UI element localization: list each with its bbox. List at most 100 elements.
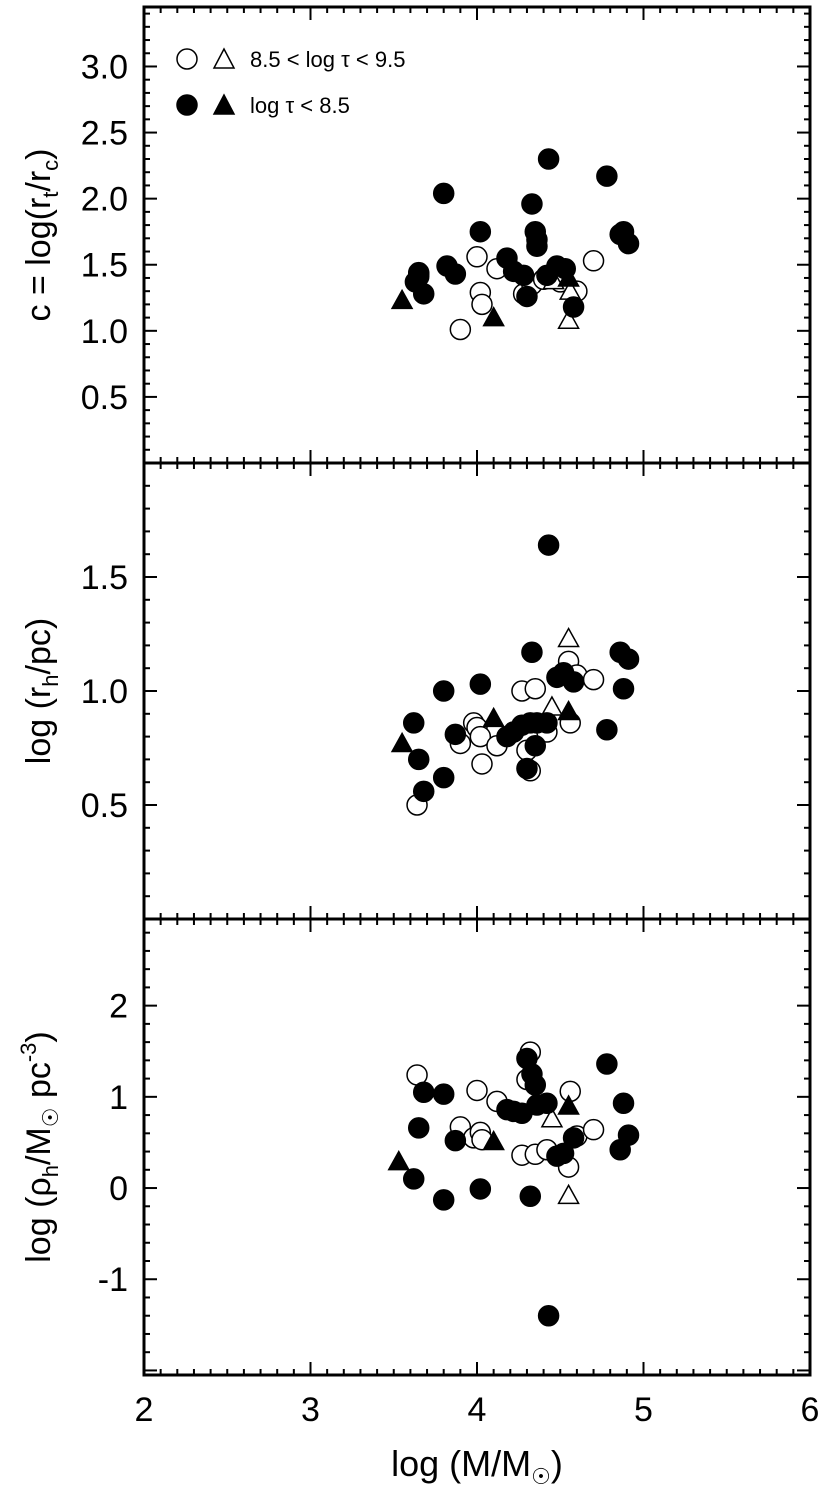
data-point-circle <box>537 534 560 556</box>
data-point-triangle <box>482 706 505 728</box>
y-tick-label: 2.5 <box>81 115 128 153</box>
y-tick-label: -1 <box>98 1261 128 1299</box>
legend-filled-label: log τ < 8.5 <box>250 93 350 118</box>
data-point-circle <box>536 1092 558 1114</box>
data-point-circle <box>449 318 472 341</box>
data-point-circle <box>582 1118 605 1141</box>
data-point-circle <box>521 641 543 663</box>
data-point-circle <box>402 1168 425 1190</box>
data-point-circle <box>444 263 467 285</box>
data-point-circle <box>562 671 585 693</box>
legend-filled-triangle-icon <box>212 93 236 115</box>
data-point-circle <box>519 1185 542 1207</box>
data-point-circle <box>612 1092 635 1114</box>
xlabel-symbol: ☉ <box>531 1464 551 1489</box>
data-point-triangle <box>557 1183 580 1205</box>
data-point-circle <box>469 673 492 695</box>
data-point-circle <box>402 712 425 734</box>
data-point-circle <box>582 668 605 691</box>
data-point-circle <box>466 246 488 268</box>
data-point-circle <box>412 780 435 803</box>
y-tick-label: 0 <box>109 1170 128 1208</box>
data-point-circle <box>516 757 538 780</box>
data-point-circle <box>412 1081 435 1104</box>
data-point-circle <box>512 264 535 287</box>
data-point-circle <box>562 1127 585 1149</box>
data-point-triangle <box>557 266 580 287</box>
data-point-triangle <box>390 288 414 310</box>
data-point-circle <box>444 723 467 746</box>
xlabel: log (M/M☉) <box>391 1443 563 1489</box>
data-point-triangle <box>482 306 505 327</box>
data-point-circle <box>524 1074 547 1096</box>
data-point-circle <box>471 293 493 316</box>
data-point-circle <box>466 1079 488 1102</box>
data-point-circle <box>469 1178 492 1200</box>
y-tick-label: 2.0 <box>81 181 128 219</box>
y-tick-label: 1.5 <box>81 247 128 285</box>
data-point-circle <box>526 235 548 257</box>
data-point-circle <box>612 677 635 700</box>
data-point-circle <box>562 296 585 318</box>
data-point-circle <box>407 748 430 771</box>
data-point-circle <box>516 285 538 308</box>
data-point-circle <box>596 1053 618 1075</box>
x-tick-label: 5 <box>634 1391 653 1429</box>
data-point-circle <box>407 1117 430 1139</box>
x-tick-label: 6 <box>801 1391 820 1429</box>
y-tick-label: 3.0 <box>81 48 128 86</box>
data-point-circle <box>444 1129 467 1152</box>
data-point-circle <box>617 648 640 670</box>
legend-filled-circle-icon <box>176 94 198 116</box>
data-point-triangle <box>540 695 564 716</box>
data-point-circle <box>469 220 492 243</box>
data-point-circle <box>471 753 493 775</box>
axis-ticks <box>143 7 811 1375</box>
data-point-circle <box>432 1189 455 1211</box>
data-point-circle <box>432 1083 455 1105</box>
data-point-circle <box>524 734 547 757</box>
ylabel-bottom: log (ρh/M☉ pc-3) <box>16 1031 63 1263</box>
legend: 8.5 < log τ < 9.5 log τ < 8.5 <box>176 47 405 118</box>
data-point-triangle <box>387 1150 411 1171</box>
data-point-circle <box>596 165 618 187</box>
data-point-circle <box>537 148 560 170</box>
y-tick-label: 1.0 <box>81 673 128 711</box>
legend-open-triangle-icon <box>212 47 236 69</box>
data-point-circle <box>469 725 492 748</box>
data-point-triangle <box>482 1129 505 1151</box>
data-point-triangle <box>557 1094 580 1115</box>
y-tick-label: 1.5 <box>81 559 128 597</box>
data-point-circle <box>617 1124 640 1146</box>
data-point-triangle <box>557 308 580 330</box>
y-tick-label: 0.5 <box>81 787 128 825</box>
xlabel-text: log (M/M <box>391 1443 531 1484</box>
ylabel-top: c = log(rt/rc) <box>20 149 63 322</box>
data-point-circle <box>524 677 547 700</box>
data-point-triangle <box>540 1107 564 1128</box>
x-tick-label: 3 <box>301 1391 320 1429</box>
data-point-triangle <box>557 699 580 721</box>
data-point-triangle <box>390 731 414 753</box>
x-tick-labels: 2 3 4 5 6 <box>135 1391 820 1429</box>
data-point-circle <box>582 250 605 272</box>
data-point-circle <box>412 283 435 305</box>
data-point-circle <box>617 232 640 255</box>
data-point-circle <box>407 261 430 284</box>
y-tick-labels: 0.5 1.0 1.5 2.0 2.5 3.0 0.5 1.0 1.5 -1 0 1 2 <box>81 48 128 1299</box>
data-point-circle <box>432 182 455 205</box>
data-point-circle <box>536 712 558 734</box>
data-point-circle <box>432 766 455 789</box>
legend-open-circle-icon <box>176 48 198 70</box>
data-point-circle <box>596 719 618 741</box>
data-point-circle <box>552 1142 575 1165</box>
y-tick-label: 1.0 <box>81 313 128 351</box>
x-tick-label: 4 <box>468 1391 487 1429</box>
y-tick-label: 0.5 <box>81 379 128 417</box>
data-point-circle <box>521 193 543 215</box>
data-point-circle <box>537 1304 560 1327</box>
legend-open-label: 8.5 < log τ < 9.5 <box>250 47 405 72</box>
data-point-triangle <box>557 627 580 648</box>
data-markers <box>387 148 640 1327</box>
